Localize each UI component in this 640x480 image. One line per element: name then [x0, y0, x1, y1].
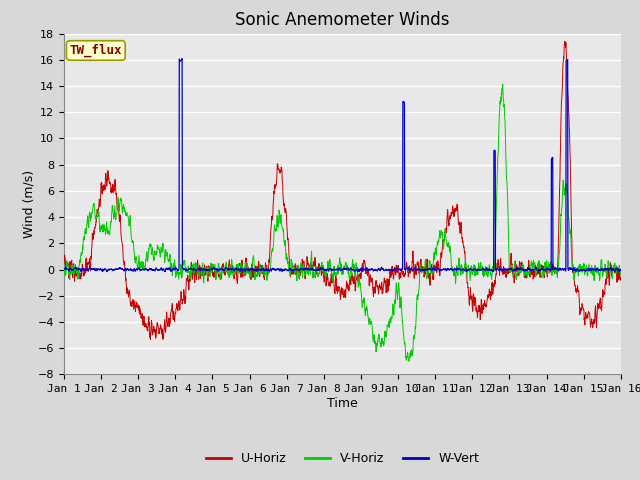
Y-axis label: Wind (m/s): Wind (m/s) — [22, 170, 35, 238]
Text: TW_flux: TW_flux — [70, 44, 122, 57]
Title: Sonic Anemometer Winds: Sonic Anemometer Winds — [235, 11, 450, 29]
Legend: U-Horiz, V-Horiz, W-Vert: U-Horiz, V-Horiz, W-Vert — [201, 447, 484, 470]
X-axis label: Time: Time — [327, 397, 358, 410]
